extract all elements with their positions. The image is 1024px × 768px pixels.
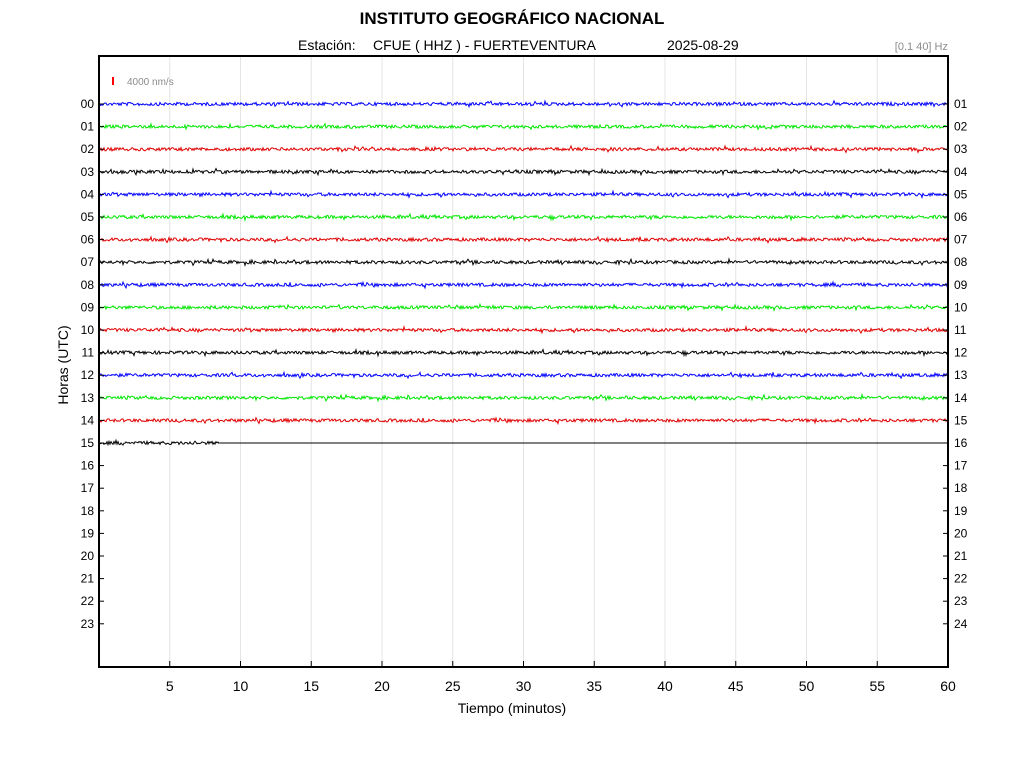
seismic-trace bbox=[98, 325, 949, 335]
hour-label-left: 18 bbox=[81, 504, 95, 518]
seismic-trace bbox=[98, 235, 949, 244]
hour-label-left: 10 bbox=[81, 323, 95, 337]
x-tick-label: 25 bbox=[445, 678, 461, 694]
hour-label-right: 06 bbox=[954, 210, 968, 224]
hour-label-left: 17 bbox=[81, 481, 95, 495]
hour-label-right: 23 bbox=[954, 594, 968, 608]
x-tick-label: 30 bbox=[516, 678, 532, 694]
hour-label-right: 24 bbox=[954, 617, 968, 631]
x-tick-label: 10 bbox=[233, 678, 249, 694]
hour-label-right: 18 bbox=[954, 481, 968, 495]
scale-label: 4000 nm/s bbox=[127, 77, 174, 88]
hour-label-left: 22 bbox=[81, 594, 95, 608]
hour-label-left: 15 bbox=[81, 436, 95, 450]
hour-label-left: 02 bbox=[81, 142, 95, 156]
seismic-trace bbox=[98, 438, 220, 447]
filter-band-label: [0.1 40] Hz bbox=[894, 41, 948, 53]
seismic-trace bbox=[98, 280, 949, 290]
hour-label-right: 22 bbox=[954, 572, 968, 586]
x-tick-label: 15 bbox=[303, 678, 319, 694]
hour-label-left: 00 bbox=[81, 97, 95, 111]
hour-label-left: 09 bbox=[81, 300, 95, 314]
x-tick-label: 60 bbox=[940, 678, 956, 694]
seismic-trace bbox=[98, 144, 949, 154]
seismic-trace bbox=[98, 189, 949, 200]
date-label: 2025-08-29 bbox=[667, 37, 739, 53]
plot-frame bbox=[98, 55, 949, 668]
hour-label-left: 11 bbox=[82, 346, 95, 360]
x-axis-ticks: 5 10 15 20 25 30 35 40 45 50 55 60 bbox=[166, 661, 956, 694]
hour-label-left: 12 bbox=[81, 368, 95, 382]
hour-label-left: 08 bbox=[81, 278, 95, 292]
seismic-trace bbox=[98, 392, 949, 403]
seismic-trace bbox=[98, 99, 949, 109]
hour-labels: 00 01 01 02 02 03 03 04 04 05 05 06 06 07 07 08 08 09 09 10… bbox=[81, 97, 968, 631]
hour-label-left: 16 bbox=[81, 459, 95, 473]
hour-label-left: 05 bbox=[81, 210, 95, 224]
x-tick-label: 55 bbox=[869, 678, 885, 694]
seismic-trace bbox=[98, 347, 949, 358]
station-name: CFUE ( HHZ ) - FUERTEVENTURA bbox=[373, 37, 596, 53]
hour-label-right: 20 bbox=[954, 526, 968, 540]
hour-label-right: 10 bbox=[954, 300, 968, 314]
hour-label-right: 02 bbox=[954, 120, 968, 134]
hour-label-right: 15 bbox=[954, 413, 968, 427]
hour-label-right: 01 bbox=[954, 97, 968, 111]
hour-label-right: 11 bbox=[954, 323, 967, 337]
hour-label-right: 17 bbox=[954, 459, 968, 473]
seismic-trace bbox=[98, 302, 949, 312]
hour-label-left: 04 bbox=[81, 187, 95, 201]
x-tick-label: 45 bbox=[728, 678, 744, 694]
x-tick-label: 35 bbox=[586, 678, 602, 694]
hour-label-left: 01 bbox=[81, 120, 95, 134]
station-label: Estación: bbox=[298, 37, 356, 53]
seismic-trace bbox=[98, 257, 949, 267]
hour-label-right: 08 bbox=[954, 255, 968, 269]
hour-label-left: 20 bbox=[81, 549, 95, 563]
hour-label-left: 21 bbox=[81, 572, 95, 586]
hour-label-right: 07 bbox=[954, 233, 968, 247]
hour-label-right: 16 bbox=[954, 436, 968, 450]
x-tick-label: 50 bbox=[799, 678, 815, 694]
seismic-trace bbox=[98, 370, 949, 380]
hour-label-right: 09 bbox=[954, 278, 968, 292]
hour-label-left: 23 bbox=[81, 617, 95, 631]
grid-lines bbox=[169, 56, 878, 667]
seismic-traces bbox=[98, 99, 949, 447]
hour-label-left: 07 bbox=[81, 255, 95, 269]
hour-label-right: 14 bbox=[954, 391, 968, 405]
hour-label-right: 05 bbox=[954, 187, 968, 201]
hour-label-right: 13 bbox=[954, 368, 968, 382]
hour-label-left: 03 bbox=[81, 165, 95, 179]
page-title: INSTITUTO GEOGRÁFICO NACIONAL bbox=[359, 9, 665, 28]
hour-label-left: 14 bbox=[81, 413, 95, 427]
hour-label-right: 21 bbox=[954, 549, 968, 563]
hour-label-left: 13 bbox=[81, 391, 95, 405]
hour-label-right: 03 bbox=[954, 142, 968, 156]
x-axis-label: Tiempo (minutos) bbox=[457, 700, 567, 716]
hour-label-left: 06 bbox=[81, 233, 95, 247]
scale-bar bbox=[112, 77, 114, 85]
seismic-trace bbox=[98, 122, 949, 131]
hour-label-right: 12 bbox=[954, 346, 968, 360]
seismic-trace bbox=[98, 212, 949, 223]
x-tick-label: 40 bbox=[657, 678, 673, 694]
hour-label-left: 19 bbox=[81, 526, 95, 540]
x-tick-label: 20 bbox=[374, 678, 390, 694]
x-tick-label: 5 bbox=[166, 678, 174, 694]
seismic-trace bbox=[98, 167, 949, 177]
hour-label-right: 19 bbox=[954, 504, 968, 518]
hour-label-right: 04 bbox=[954, 165, 968, 179]
seismic-trace bbox=[98, 416, 949, 426]
